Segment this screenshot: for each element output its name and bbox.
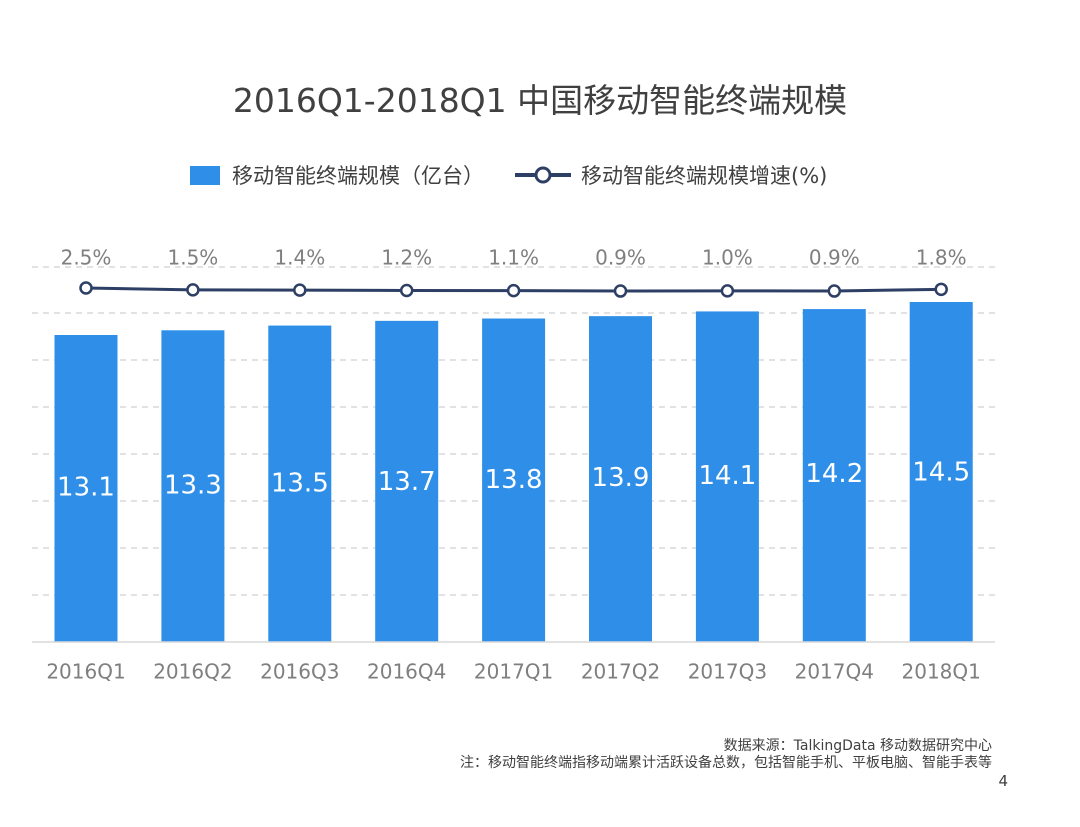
bar-2017Q3 [695,311,759,642]
bar-value-label: 13.9 [592,463,650,493]
bar-value-label: 13.8 [485,465,543,495]
footnote: 注：移动智能终端指移动端累计活跃设备总数，包括智能手机、平板电脑、智能手表等 [460,755,992,771]
x-tick-label: 2017Q2 [581,660,660,684]
bar-value-label: 14.2 [805,459,863,489]
growth-rate-label: 1.8% [916,246,967,270]
bar-value-label: 13.5 [271,469,329,499]
bar-2016Q4 [375,320,439,642]
legend-item-bar: 移动智能终端规模（亿台） [190,161,484,189]
legend-label-line: 移动智能终端规模增速(%) [581,164,828,188]
growth-point-2017Q4 [827,284,842,298]
growth-rate-label: 1.1% [488,246,539,270]
growth-point-2016Q1 [79,281,93,295]
bar-value-label: 13.7 [378,467,436,497]
x-tick-label: 2017Q3 [688,660,767,684]
bar-value-label: 14.5 [912,457,970,487]
bar-2016Q2 [161,330,225,642]
bar-2017Q2 [589,316,652,642]
legend-swatch-bar [190,165,220,185]
growth-point-2017Q2 [613,284,628,298]
bar-2016Q1 [54,335,118,642]
bar-2018Q1 [909,302,973,642]
growth-rate-label: 2.5% [61,246,112,270]
data-source: 数据来源：TalkingData 移动数据研究中心 [723,738,992,754]
bar-2017Q4 [802,309,866,642]
bar-value-label: 13.1 [57,473,115,503]
x-tick-label: 2017Q4 [795,660,874,684]
x-tick-label: 2016Q2 [153,660,232,684]
source-note: 数据来源：TalkingData 移动数据研究中心 注：移动智能终端指移动端累计… [460,738,992,772]
bar-2016Q3 [268,325,332,642]
legend-swatch-line [515,166,571,184]
growth-point-2017Q1 [506,283,521,298]
x-tick-label: 2018Q1 [902,660,981,684]
legend-label-bar: 移动智能终端规模（亿台） [232,164,484,188]
growth-rate-label: 1.2% [381,246,432,270]
bar-2017Q1 [482,318,546,642]
x-tick-label: 2016Q1 [46,660,125,684]
growth-rate-label: 0.9% [595,246,646,270]
growth-rate-label: 1.5% [167,246,218,270]
growth-point-2016Q4 [399,283,414,298]
growth-point-2016Q3 [293,283,307,297]
x-tick-label: 2016Q3 [260,660,339,684]
growth-rate-label: 1.4% [274,246,325,270]
chart-title: 2016Q1-2018Q1 中国移动智能终端规模 [232,81,848,120]
x-tick-label: 2016Q4 [367,660,446,684]
bar-value-label: 13.3 [164,471,222,501]
x-tick-label: 2017Q1 [474,660,553,684]
growth-rate-label: 0.9% [809,246,860,270]
legend-item-line: 移动智能终端规模增速(%) [513,161,827,189]
growth-point-2016Q2 [186,283,200,297]
growth-rate-label: 1.0% [702,246,753,270]
page-number: 4 [998,772,1008,790]
bar-value-label: 14.1 [698,461,756,491]
growth-point-2018Q1 [934,282,948,297]
growth-point-2017Q3 [720,284,735,298]
